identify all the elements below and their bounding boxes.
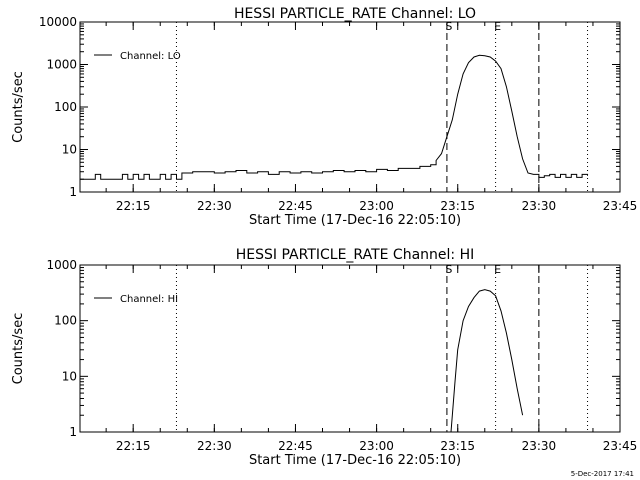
x-tick-label: 23:00 bbox=[359, 439, 394, 453]
marker-label: S bbox=[445, 20, 452, 33]
y-tick-label: 100 bbox=[54, 100, 77, 114]
x-tick-label: 22:30 bbox=[197, 439, 232, 453]
x-tick-label: 22:45 bbox=[278, 199, 313, 213]
timestamp: 5-Dec-2017 17:41 bbox=[570, 470, 634, 478]
y-tick-label: 1 bbox=[69, 185, 77, 199]
x-tick-label: 23:45 bbox=[603, 199, 638, 213]
x-tick-label: 23:15 bbox=[440, 199, 475, 213]
x-tick-label: 23:45 bbox=[603, 439, 638, 453]
y-tick-label: 1000 bbox=[46, 58, 77, 72]
x-tick-label: 22:15 bbox=[116, 199, 151, 213]
marker-label: E bbox=[494, 263, 501, 276]
x-tick-label: 23:30 bbox=[522, 439, 557, 453]
y-tick-label: 1 bbox=[69, 425, 77, 439]
x-axis-label: Start Time (17-Dec-16 22:05:10) bbox=[249, 213, 461, 228]
x-tick-label: 22:15 bbox=[116, 439, 151, 453]
y-axis-label: Counts/sec bbox=[11, 313, 26, 385]
x-tick-label: 22:30 bbox=[197, 199, 232, 213]
marker-label: S bbox=[445, 263, 452, 276]
y-axis-label: Counts/sec bbox=[11, 71, 26, 143]
chart-panel-2: HESSI PARTICLE_RATE Channel: HI 22:15 22:3… bbox=[11, 247, 637, 468]
legend-label: Channel: LO bbox=[120, 51, 181, 62]
y-tick-label: 1000 bbox=[46, 258, 77, 272]
series-line bbox=[80, 54, 588, 180]
y-tick-label: 100 bbox=[54, 314, 77, 328]
chart-title: HESSI PARTICLE_RATE Channel: HI bbox=[236, 247, 474, 263]
x-tick-label: 23:00 bbox=[359, 199, 394, 213]
x-axis-label: Start Time (17-Dec-16 22:05:10) bbox=[249, 453, 461, 468]
legend-label: Channel: HI bbox=[120, 294, 178, 305]
chart-title: HESSI PARTICLE_RATE Channel: LO bbox=[234, 6, 476, 22]
chart-panel-1: HESSI PARTICLE_RATE Channel: LO 22:15 22:3… bbox=[11, 6, 637, 228]
y-tick-label: 10 bbox=[62, 369, 77, 383]
marker-label: E bbox=[494, 20, 501, 33]
x-tick-label: 23:30 bbox=[522, 199, 557, 213]
x-tick-label: 23:15 bbox=[440, 439, 475, 453]
y-tick-label: 10 bbox=[62, 143, 77, 157]
x-tick-label: 22:45 bbox=[278, 439, 313, 453]
series-line bbox=[450, 289, 524, 433]
y-tick-label: 10000 bbox=[39, 15, 77, 29]
